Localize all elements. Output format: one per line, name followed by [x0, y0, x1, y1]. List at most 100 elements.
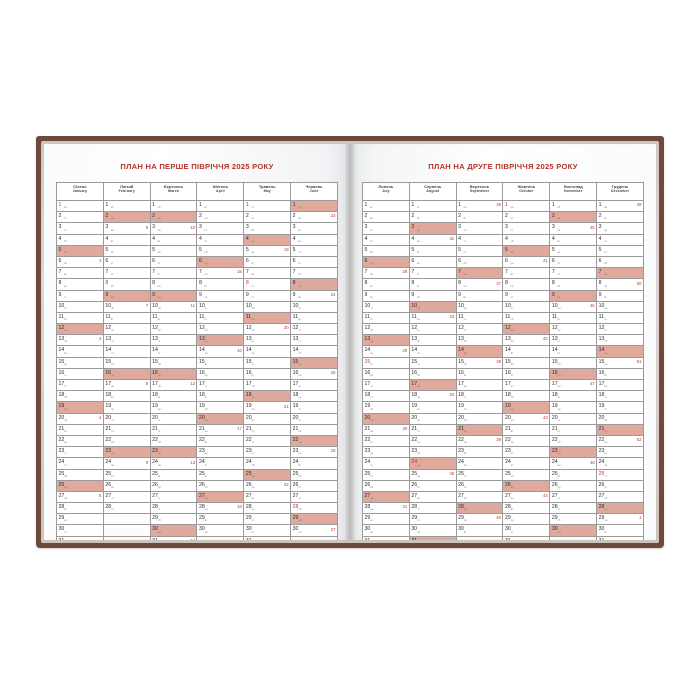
- day-cell-november-15[interactable]: 15 сб: [549, 356, 598, 369]
- day-cell-january-19[interactable]: 19 нд: [56, 401, 104, 414]
- day-cell-october-23[interactable]: 23 чт: [502, 446, 551, 459]
- day-cell-october-25[interactable]: 25 сб: [502, 468, 551, 481]
- day-cell-january-22[interactable]: 22 ср: [56, 434, 104, 448]
- day-cell-december-11[interactable]: 11 чт: [596, 311, 644, 325]
- day-cell-april-8[interactable]: 8 вт: [196, 278, 245, 291]
- day-cell-march-10[interactable]: 10 пн 11: [149, 300, 198, 313]
- day-cell-november-8[interactable]: 8 сб: [549, 278, 598, 291]
- day-cell-april-3[interactable]: 3 чт: [196, 222, 245, 235]
- day-cell-august-8[interactable]: 8 пт: [408, 278, 457, 291]
- day-cell-october-29[interactable]: 29 ср: [502, 513, 551, 526]
- day-cell-may-4[interactable]: 4 нд: [243, 233, 292, 246]
- day-cell-may-16[interactable]: 16 пт: [243, 367, 292, 381]
- day-cell-october-7[interactable]: 7 вт: [502, 267, 551, 280]
- day-cell-february-21[interactable]: 21 пт: [102, 423, 151, 436]
- day-cell-july-26[interactable]: 26 сб: [362, 479, 410, 492]
- day-cell-january-18[interactable]: 18 сб: [56, 390, 104, 403]
- day-cell-march-16[interactable]: 16 нд: [149, 367, 198, 381]
- day-cell-november-30[interactable]: 30 нд: [549, 524, 598, 537]
- day-cell-september-4[interactable]: 4 чт: [455, 233, 504, 246]
- day-cell-october-26[interactable]: 26 нд: [502, 479, 551, 492]
- day-cell-may-8[interactable]: 8 чт: [243, 278, 292, 291]
- day-cell-november-9[interactable]: 9 нд: [549, 289, 598, 302]
- day-cell-september-8[interactable]: 8 пн 37: [455, 278, 504, 291]
- day-cell-march-3[interactable]: 3 пн 10: [149, 222, 198, 235]
- day-cell-august-9[interactable]: 9 сб: [408, 289, 457, 302]
- day-cell-april-30[interactable]: 30 ср: [196, 524, 245, 537]
- day-cell-may-2[interactable]: 2 пт: [243, 211, 292, 224]
- day-cell-july-21[interactable]: 21 пн 30: [362, 423, 410, 436]
- day-cell-june-18[interactable]: 18 ср: [290, 390, 338, 403]
- day-cell-april-17[interactable]: 17 чт: [196, 378, 245, 392]
- day-cell-may-5[interactable]: 5 пн 19: [243, 244, 292, 257]
- day-cell-may-15[interactable]: 15 чт: [243, 356, 292, 369]
- day-cell-july-1[interactable]: 1 вт: [362, 199, 410, 213]
- day-cell-october-2[interactable]: 2 чт: [502, 211, 551, 224]
- day-cell-october-28[interactable]: 28 вт: [502, 502, 551, 515]
- day-cell-november-18[interactable]: 18 вт: [549, 390, 598, 403]
- day-cell-january-20[interactable]: 20 пн 4: [56, 412, 104, 425]
- day-cell-august-22[interactable]: 22 пт: [408, 434, 457, 448]
- day-cell-september-15[interactable]: 15 пн 38: [455, 356, 504, 369]
- day-cell-november-2[interactable]: 2 нд: [549, 211, 598, 224]
- day-cell-july-28[interactable]: 28 пн 31: [362, 502, 410, 515]
- day-cell-june-11[interactable]: 11 ср: [290, 311, 338, 325]
- day-cell-april-27[interactable]: 27 нд: [196, 490, 245, 504]
- day-cell-december-5[interactable]: 5 пт: [596, 244, 644, 257]
- day-cell-june-26[interactable]: 26 чт: [290, 479, 338, 492]
- day-cell-march-15[interactable]: 15 сб: [149, 356, 198, 369]
- day-cell-july-15[interactable]: 15 вт: [362, 356, 410, 369]
- day-cell-september-22[interactable]: 22 пн 39: [455, 434, 504, 448]
- day-cell-december-24[interactable]: 24 ср: [596, 457, 644, 470]
- day-cell-may-14[interactable]: 14 ср: [243, 345, 292, 358]
- day-cell-march-5[interactable]: 5 ср: [149, 244, 198, 257]
- day-cell-may-31[interactable]: 31сб: [243, 535, 292, 540]
- day-cell-october-27[interactable]: 27 пн 44: [502, 490, 551, 504]
- day-cell-march-8[interactable]: 8 сб: [149, 278, 198, 291]
- day-cell-june-17[interactable]: 17 вт: [290, 378, 338, 392]
- day-cell-december-28[interactable]: 28 нд: [596, 502, 644, 515]
- day-cell-june-22[interactable]: 22 нд: [290, 434, 338, 448]
- day-cell-june-16[interactable]: 16 пн 25: [290, 367, 338, 381]
- day-cell-may-6[interactable]: 6 вт: [243, 255, 292, 269]
- day-cell-august-12[interactable]: 12 вт: [408, 323, 457, 336]
- day-cell-august-25[interactable]: 25 пн 35: [408, 468, 457, 481]
- day-cell-may-25[interactable]: 25 нд: [243, 468, 292, 481]
- day-cell-november-10[interactable]: 10 пн 46: [549, 300, 598, 313]
- day-cell-february-16[interactable]: 16 нд: [102, 367, 151, 381]
- day-cell-june-27[interactable]: 27 пт: [290, 490, 338, 504]
- day-cell-april-6[interactable]: 6 нд: [196, 255, 245, 269]
- day-cell-february-15[interactable]: 15 сб: [102, 356, 151, 369]
- day-cell-april-4[interactable]: 4 пт: [196, 233, 245, 246]
- day-cell-october-30[interactable]: 30 чт: [502, 524, 551, 537]
- day-cell-june-6[interactable]: 6 пт: [290, 255, 338, 269]
- day-cell-december-8[interactable]: 8 пн 50: [596, 278, 644, 291]
- day-cell-november-25[interactable]: 25 вт: [549, 468, 598, 481]
- day-cell-july-12[interactable]: 12 сб: [362, 323, 410, 336]
- day-cell-june-12[interactable]: 12 чт: [290, 323, 338, 336]
- day-cell-september-24[interactable]: 24 ср: [455, 457, 504, 470]
- day-cell-september-30[interactable]: 30 вт: [455, 524, 504, 537]
- day-cell-january-12[interactable]: 12 нд: [56, 323, 104, 336]
- day-cell-june-5[interactable]: 5 чт: [290, 244, 338, 257]
- day-cell-december-20[interactable]: 20 сб: [596, 412, 644, 425]
- day-cell-november-12[interactable]: 12 ср: [549, 323, 598, 336]
- day-cell-june-23[interactable]: 23 пн 26: [290, 446, 338, 459]
- day-cell-january-4[interactable]: 4 сб: [56, 233, 104, 246]
- day-cell-february-9[interactable]: 9 нд: [102, 289, 151, 302]
- day-cell-july-24[interactable]: 24 чт: [362, 457, 410, 470]
- day-cell-may-13[interactable]: 13 вт: [243, 334, 292, 347]
- day-cell-june-15[interactable]: 15 нд: [290, 356, 338, 369]
- day-cell-august-19[interactable]: 19 вт: [408, 401, 457, 414]
- day-cell-april-24[interactable]: 24 чт: [196, 457, 245, 470]
- day-cell-december-29[interactable]: 29 пн 1: [596, 513, 644, 526]
- day-cell-november-14[interactable]: 14 пт: [549, 345, 598, 358]
- day-cell-december-17[interactable]: 17 ср: [596, 378, 644, 392]
- day-cell-june-9[interactable]: 9 пн 24: [290, 289, 338, 302]
- day-cell-june-14[interactable]: 14 сб: [290, 345, 338, 358]
- day-cell-january-25[interactable]: 25 сб: [56, 468, 104, 481]
- day-cell-april-13[interactable]: 13 нд: [196, 334, 245, 347]
- day-cell-may-10[interactable]: 10 сб: [243, 300, 292, 313]
- day-cell-november-16[interactable]: 16 нд: [549, 367, 598, 381]
- day-cell-july-31[interactable]: 31чт: [362, 535, 410, 540]
